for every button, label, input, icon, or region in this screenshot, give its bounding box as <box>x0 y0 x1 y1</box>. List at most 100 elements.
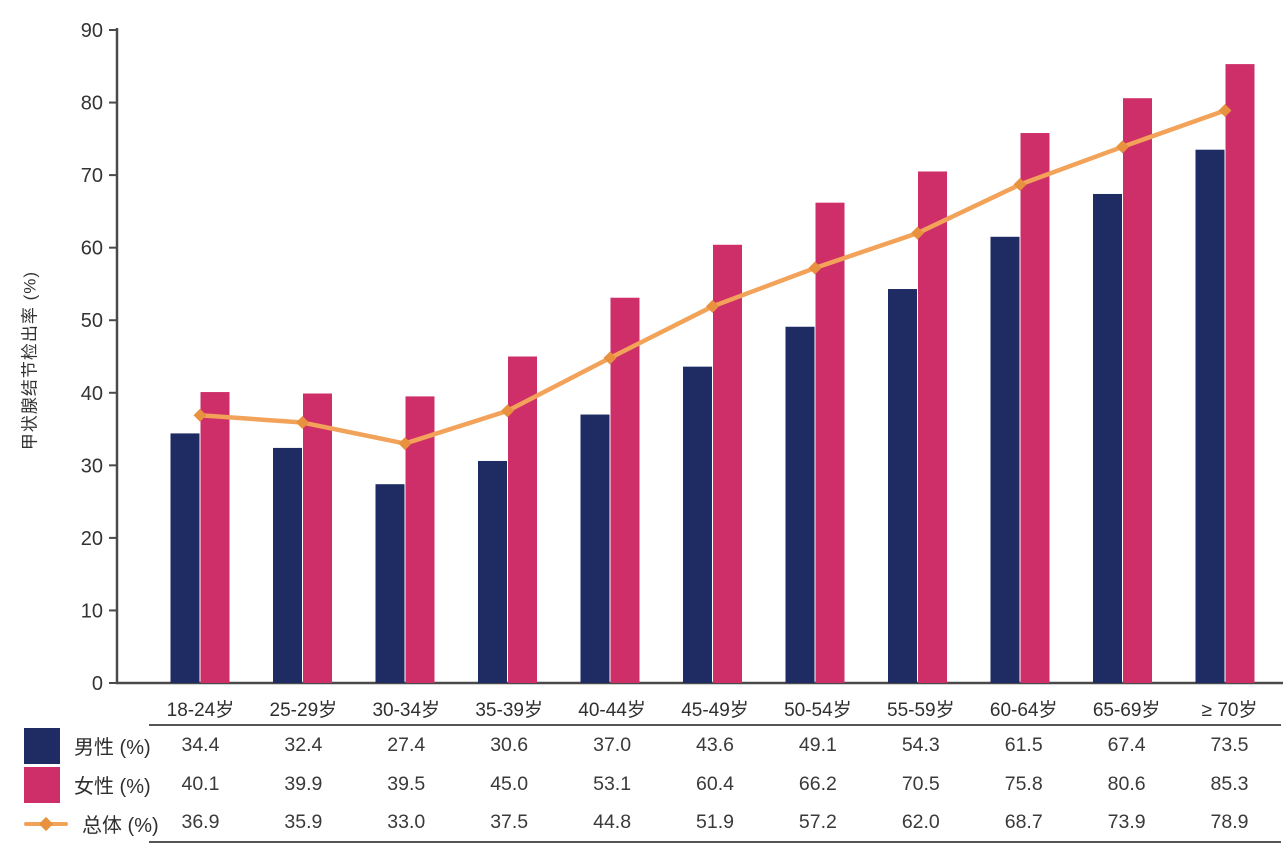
age-group-header: 40-44岁 <box>560 692 664 726</box>
value-cell: 32.4 <box>284 734 323 756</box>
value-cell: 54.3 <box>901 734 940 756</box>
value-cell: 33.0 <box>354 804 458 843</box>
total-line-marker <box>706 299 719 313</box>
total-line-marker <box>911 226 924 240</box>
total-line-marker <box>193 408 207 422</box>
y-tick-label: 90 <box>81 20 103 42</box>
total-line-marker <box>603 351 617 365</box>
bar-female <box>1123 98 1152 684</box>
y-tick-label: 0 <box>92 673 103 695</box>
total-line-marker <box>398 437 412 451</box>
value-cell: 37.0 <box>593 734 632 756</box>
bar-male <box>478 460 507 683</box>
value-cell: 39.5 <box>387 773 426 795</box>
age-group-header: 25-29岁 <box>251 692 355 726</box>
bar-female <box>303 393 332 683</box>
y-tick-label: 80 <box>81 93 103 115</box>
value-cell: 36.9 <box>149 804 252 843</box>
bar-female <box>1225 64 1255 683</box>
bar-female <box>918 171 947 683</box>
legend-item-total: 总体 (%) <box>0 804 159 843</box>
bar-male <box>683 366 712 683</box>
total-legend-line-swatch <box>24 806 68 842</box>
series-label: 总体 (%) <box>82 815 159 837</box>
bar-male <box>990 236 1020 684</box>
male-legend-swatch <box>24 727 60 764</box>
age-group-header: 60-64岁 <box>972 692 1076 726</box>
value-cell: 49.1 <box>798 734 837 756</box>
data-table: 18-24岁 25-29岁 30-34岁 35-39岁 40-44岁 45-49岁 50-5… <box>0 692 1281 843</box>
value-cell: 39.9 <box>284 773 323 795</box>
legend-item-male: 男性 (%) <box>0 726 151 765</box>
value-cell: 66.2 <box>798 773 837 795</box>
value-cell: 68.7 <box>972 804 1076 843</box>
value-cell: 73.9 <box>1075 804 1179 843</box>
bar-male <box>273 447 302 683</box>
age-group-header: 45-49岁 <box>663 692 767 726</box>
y-tick-label: 20 <box>81 528 103 550</box>
value-cell: 44.8 <box>560 804 664 843</box>
value-cell: 27.4 <box>387 734 426 756</box>
value-cell: 61.5 <box>1004 734 1043 756</box>
bar-male <box>1093 193 1122 683</box>
total-line-marker <box>1218 104 1232 118</box>
series-label: 男性 (%) <box>74 737 151 759</box>
value-cell: 30.6 <box>490 734 529 756</box>
value-cell: 70.5 <box>901 773 940 795</box>
bar-male <box>785 326 815 683</box>
bar-male <box>1195 149 1225 683</box>
total-line-marker <box>296 416 309 430</box>
chart-canvas: 0 10 20 30 40 50 60 70 80 90 <box>81 20 1283 695</box>
age-group-header: 55-59岁 <box>869 692 973 726</box>
y-tick-label: 70 <box>81 165 103 187</box>
value-cell: 57.2 <box>766 804 870 843</box>
bar-male <box>580 414 610 683</box>
total-line-marker <box>1013 178 1027 192</box>
total-line <box>197 108 1228 446</box>
female-legend-swatch <box>24 766 60 803</box>
y-tick-label: 40 <box>81 383 103 405</box>
age-group-header: 50-54岁 <box>766 692 870 726</box>
total-line-marker <box>1116 140 1129 154</box>
value-cell: 85.3 <box>1210 773 1249 795</box>
bar-female <box>1020 133 1050 684</box>
value-cell: 40.1 <box>181 773 220 795</box>
legend-item-female: 女性 (%) <box>0 765 151 804</box>
age-group-header: 35-39岁 <box>457 692 561 726</box>
bar-female <box>610 297 640 683</box>
age-group-header: ≥ 70岁 <box>1178 692 1281 726</box>
value-cell: 35.9 <box>251 804 355 843</box>
bar-male <box>375 484 405 683</box>
total-line-marker <box>501 404 514 418</box>
y-tick-label: 10 <box>81 600 103 622</box>
series-label: 女性 (%) <box>74 776 151 798</box>
age-group-header: 65-69岁 <box>1075 692 1179 726</box>
bar-female <box>713 244 742 683</box>
age-group-header: 30-34岁 <box>354 692 458 726</box>
value-cell: 75.8 <box>1004 773 1043 795</box>
bar-female <box>815 202 845 683</box>
value-cell: 51.9 <box>663 804 767 843</box>
value-cell: 43.6 <box>696 734 734 756</box>
chart-area: 0 10 20 30 40 50 60 70 80 90 甲状腺结节检出率 (%) <box>20 20 1283 695</box>
y-tick-label: 50 <box>81 310 103 332</box>
y-tick-label: 30 <box>81 455 103 477</box>
bar-male <box>888 289 917 683</box>
total-line-marker <box>808 261 822 275</box>
y-tick-label: 60 <box>81 238 103 260</box>
value-cell: 37.5 <box>457 804 561 843</box>
value-cell: 73.5 <box>1210 734 1249 756</box>
value-cell: 60.4 <box>696 773 734 795</box>
value-cell: 80.6 <box>1107 773 1146 795</box>
y-axis-label: 甲状腺结节检出率 (%) <box>20 270 40 451</box>
value-cell: 78.9 <box>1178 804 1281 843</box>
value-cell: 45.0 <box>490 773 529 795</box>
age-group-header: 18-24岁 <box>149 692 252 726</box>
table-corner-cell <box>0 692 149 726</box>
bar-male <box>170 433 200 683</box>
bar-female <box>200 392 230 683</box>
legend-diamond-marker <box>38 816 54 831</box>
value-cell: 67.4 <box>1107 734 1146 756</box>
value-cell: 53.1 <box>593 773 632 795</box>
